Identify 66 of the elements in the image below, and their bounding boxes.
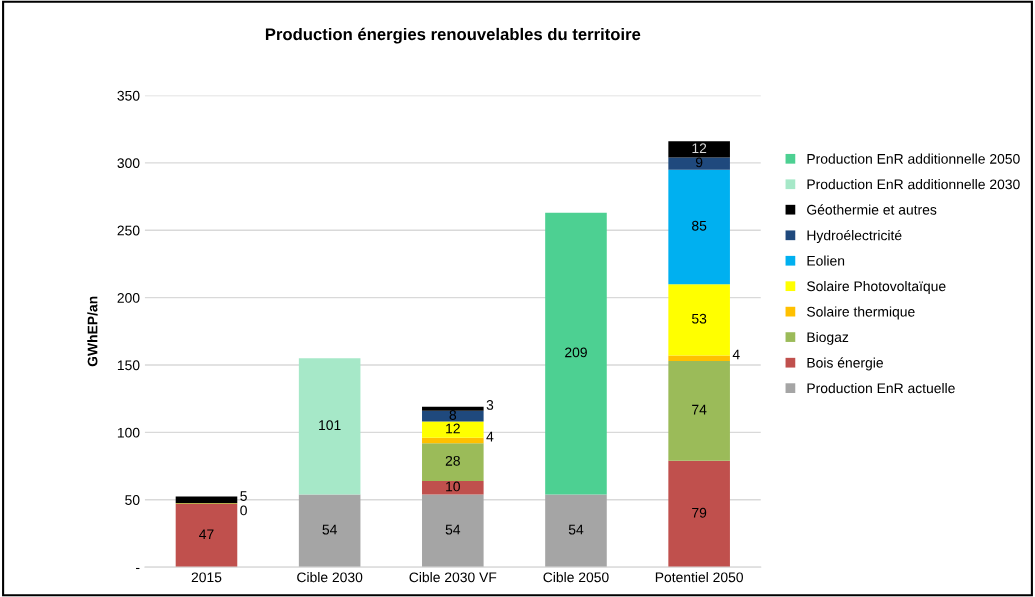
bar: [668, 169, 730, 285]
y-tick-label: 50: [125, 495, 140, 505]
x-tick-label: Cible 2030 VF: [409, 572, 497, 583]
data-label: 3: [486, 400, 494, 410]
legend-label: Eolien: [807, 255, 845, 266]
bar: [422, 480, 484, 495]
data-label: 28: [445, 455, 460, 466]
legend-label: Solaire thermique: [807, 306, 915, 320]
bar: [298, 494, 361, 568]
bar: [422, 494, 484, 568]
bar: [668, 141, 730, 158]
x-tick-label: Cible 2050: [543, 572, 609, 583]
data-label: 0: [240, 505, 247, 516]
bar: [422, 406, 484, 411]
data-label: 10: [446, 481, 460, 492]
x-tick-label: Potentiel 2050: [655, 572, 744, 583]
data-label: 79: [692, 507, 707, 518]
x-tick-label: 2015: [191, 572, 222, 583]
chart-title: Production énergies renouvelables du territoire: [265, 27, 641, 44]
y-tick-label: 100: [117, 427, 140, 438]
legend-label: Géothermie et autres: [807, 204, 937, 215]
y-tick-label: 350: [117, 90, 140, 101]
data-label: 85: [692, 220, 707, 231]
bar: [668, 284, 730, 356]
bar: [422, 443, 484, 481]
data-label: 12: [692, 143, 707, 154]
y-tick-label: 300: [117, 158, 140, 169]
data-label: 53: [691, 313, 707, 324]
bar: [668, 157, 730, 170]
bar: [668, 360, 730, 461]
bar: [545, 494, 607, 568]
bar: [545, 212, 607, 495]
data-label: 4: [732, 349, 740, 360]
y-tick-label: 250: [117, 225, 140, 236]
data-label: 54: [322, 524, 337, 535]
data-label: 101: [319, 420, 341, 431]
legend-label: Production EnR actuelle: [807, 382, 955, 394]
data-label: 9: [695, 157, 703, 168]
legend-label: Production EnR additionnelle 2030: [807, 179, 1020, 190]
y-tick-label: -: [136, 567, 140, 570]
y-tick-label: 150: [117, 360, 140, 371]
bar: [298, 358, 361, 495]
legend-label: Bois énergie: [807, 357, 883, 371]
bar: [668, 355, 730, 361]
y-axis-title: GWhEP/an: [87, 296, 98, 367]
bar: [668, 460, 730, 568]
y-tick-label: 200: [117, 292, 140, 303]
bar: [422, 437, 484, 444]
data-label: 5: [240, 491, 247, 501]
bar: [422, 410, 484, 422]
data-label: 12: [446, 423, 460, 434]
data-label: 8: [449, 410, 457, 420]
x-tick-label: Cible 2030: [297, 572, 363, 583]
data-label: 54: [445, 524, 461, 535]
legend-label: Solaire Photovoltaïque: [807, 280, 946, 294]
data-label: 74: [692, 404, 707, 415]
data-label: 54: [568, 524, 584, 535]
bar: [175, 496, 238, 504]
legend-label: Hydroélectricité: [807, 229, 902, 244]
legend-label: Biogaz: [807, 331, 849, 345]
bar: [175, 503, 238, 568]
data-label: 209: [565, 347, 587, 358]
data-label: 4: [486, 431, 494, 442]
data-label: 47: [199, 529, 214, 540]
bar: [422, 421, 484, 438]
legend-label: Production EnR additionnelle 2050: [807, 153, 1020, 164]
